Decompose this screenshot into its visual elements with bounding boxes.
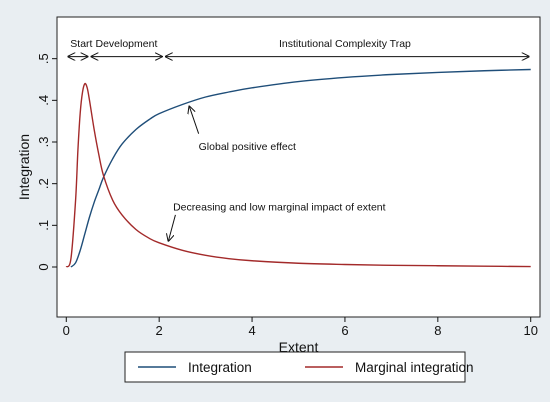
y-tick-label: 0 (36, 263, 51, 270)
x-tick-label: 4 (248, 323, 255, 338)
legend-label: Integration (188, 360, 252, 375)
annotation-arrow (189, 107, 200, 134)
phase-label: Start (70, 38, 92, 50)
x-tick-label: 2 (156, 323, 163, 338)
x-tick-label: 8 (434, 323, 441, 338)
y-tick-label: .4 (36, 95, 51, 106)
x-axis-title: Extent (279, 339, 319, 355)
legend-label: Marginal integration (355, 360, 474, 375)
legend-box (124, 351, 466, 383)
integration-line (70, 68, 531, 268)
y-axis-title: Integration (16, 134, 32, 200)
legend: Integration Marginal integration (124, 351, 474, 383)
y-tick-label: .3 (36, 137, 51, 148)
annotation-text: Decreasing and low marginal impact of ex… (173, 202, 386, 214)
y-tick-label: .5 (36, 53, 51, 64)
y-tick-label: .2 (36, 178, 51, 189)
y-tick-label: .1 (36, 220, 51, 231)
x-tick-label: 10 (523, 323, 537, 338)
phase-label: Institutional Complexity Trap (279, 38, 411, 50)
x-tick-label: 6 (341, 323, 348, 338)
phase-label: Development (96, 38, 158, 50)
marginal-integration-line (65, 82, 531, 268)
x-tick-label: 0 (63, 323, 70, 338)
plot-area (56, 16, 541, 318)
annotation-arrow (168, 214, 176, 241)
annotation-text: Global positive effect (199, 141, 296, 153)
